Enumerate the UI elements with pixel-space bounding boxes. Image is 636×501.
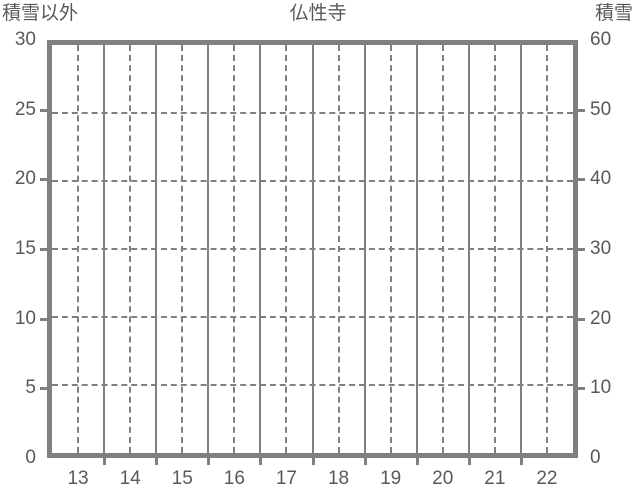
x-axis-tick: [155, 458, 159, 465]
x-axis-tick-label: 21: [484, 468, 506, 489]
right-axis-tick: [578, 108, 585, 112]
left-axis-tick: [40, 387, 47, 391]
x-axis-tick: [207, 458, 211, 465]
plot-area: [47, 40, 578, 458]
chart-title: 仏性寺: [289, 3, 347, 24]
x-axis-tick: [311, 458, 315, 465]
right-axis-tick-label: 30: [590, 238, 612, 259]
horizontal-gridline: [52, 180, 573, 182]
x-axis-tick-label: 19: [380, 468, 402, 489]
x-axis-tick: [363, 458, 367, 465]
left-axis-caption: 積雪以外: [2, 3, 79, 24]
left-axis-tick-label: 20: [14, 168, 36, 190]
x-axis-tick-label: 15: [171, 468, 193, 489]
left-axis-tick-label: 15: [14, 238, 36, 259]
right-axis-tick: [578, 248, 585, 251]
horizontal-gridline: [52, 384, 573, 386]
right-axis-tick: [578, 387, 585, 391]
left-axis-tick: [40, 248, 47, 251]
left-axis-tick-label: 0: [25, 447, 36, 468]
x-axis-tick-label: 17: [275, 468, 297, 489]
right-axis-tick-label: 10: [590, 377, 612, 399]
x-axis-tick-label: 20: [432, 468, 454, 489]
left-axis-tick-label: 10: [14, 307, 36, 329]
left-axis-tick: [40, 178, 47, 182]
left-axis-tick-label: 25: [14, 98, 36, 120]
plot-grid: [52, 45, 573, 453]
right-axis-caption: 積雪: [594, 3, 633, 24]
x-axis-tick: [415, 458, 419, 465]
x-axis-tick: [103, 458, 107, 465]
horizontal-gridline: [52, 316, 573, 318]
x-axis-tick-label: 14: [119, 468, 141, 489]
right-axis-tick: [578, 317, 585, 321]
left-axis-tick: [40, 108, 47, 112]
x-axis-tick-label: 13: [67, 468, 89, 489]
left-axis-tick: [40, 317, 47, 321]
x-axis-tick-label: 16: [223, 468, 245, 489]
x-axis-tick: [259, 458, 263, 465]
right-axis-tick-label: 40: [590, 168, 612, 190]
x-axis-tick-label: 18: [327, 468, 350, 489]
left-axis-tick-label: 5: [25, 377, 36, 399]
right-axis-tick-label: 60: [590, 29, 612, 50]
right-axis-tick: [578, 178, 585, 182]
right-axis-tick-label: 20: [590, 307, 612, 329]
x-axis-tick: [467, 458, 471, 465]
left-axis-tick-label: 30: [14, 29, 36, 50]
x-axis-tick-label: 22: [536, 468, 558, 489]
right-axis-tick-label: 0: [590, 447, 601, 468]
horizontal-gridline: [52, 112, 573, 114]
right-axis-tick-label: 50: [590, 98, 612, 120]
horizontal-gridline: [52, 248, 573, 250]
x-axis-tick: [519, 458, 523, 465]
